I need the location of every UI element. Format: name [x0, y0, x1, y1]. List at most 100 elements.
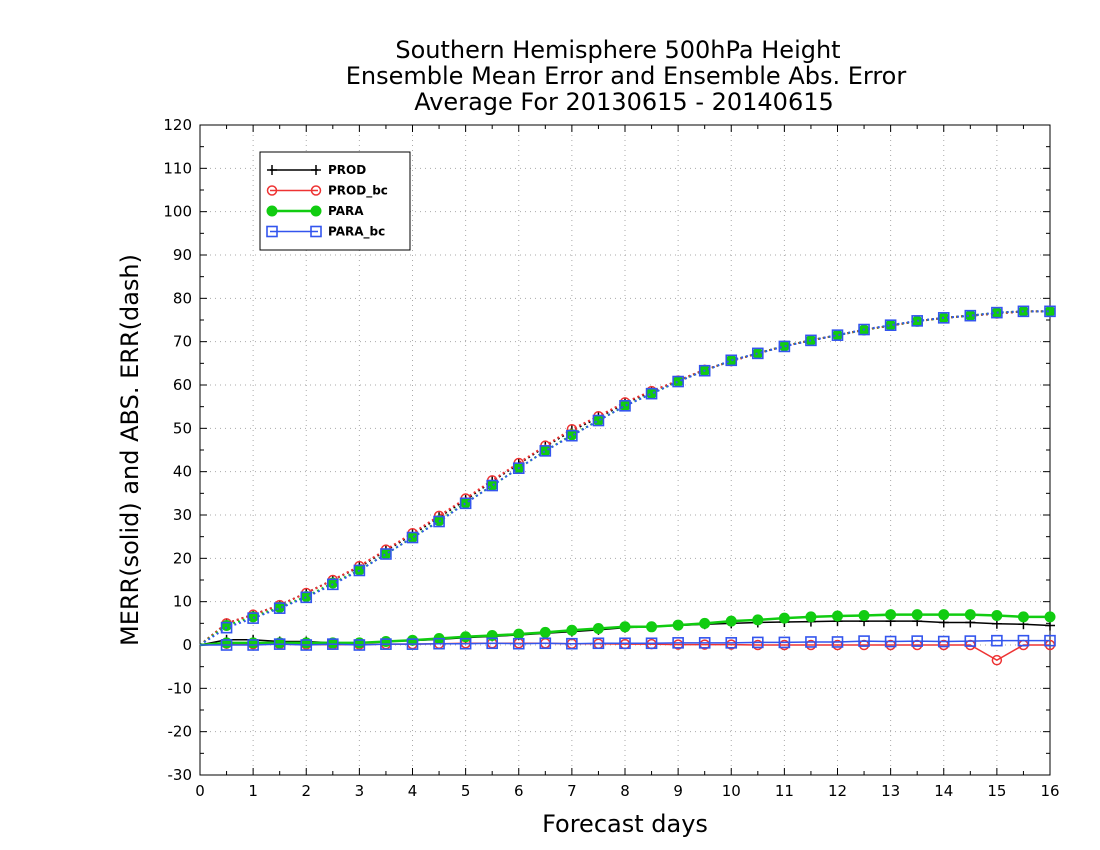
data-point [380, 636, 392, 648]
data-point [406, 638, 419, 650]
data-point [327, 578, 339, 591]
data-point [513, 628, 525, 640]
data-point [964, 609, 976, 621]
data-point [273, 602, 286, 614]
data-point [460, 631, 472, 643]
y-tick-label: 20 [173, 549, 192, 567]
legend-marker-end [311, 165, 321, 175]
data-point [592, 623, 604, 635]
data-point [937, 635, 950, 648]
grid [200, 125, 1050, 775]
data-point [300, 591, 313, 604]
legend-marker-start [267, 165, 277, 175]
data-point [911, 635, 923, 647]
data-point [778, 612, 790, 624]
data-point [885, 609, 897, 621]
y-tick-label: -20 [168, 723, 193, 741]
data-point [672, 375, 684, 388]
data-point [858, 323, 870, 336]
data-point [407, 532, 418, 544]
data-point [380, 638, 392, 650]
data-point [273, 638, 286, 650]
data-point [1017, 305, 1030, 318]
x-tick-label: 3 [355, 782, 365, 800]
data-point [619, 399, 631, 412]
y-tick-label: 0 [182, 636, 192, 654]
data-point [247, 612, 259, 624]
data-point [220, 621, 233, 634]
x-tick-label: 2 [301, 782, 311, 800]
data-point [327, 638, 339, 650]
series-prod-abs-err [199, 306, 1055, 646]
data-point [380, 548, 392, 560]
data-point [486, 637, 498, 650]
data-point [619, 637, 631, 650]
data-point [831, 636, 844, 648]
data-point [884, 635, 897, 648]
y-tick-label: 80 [173, 289, 192, 307]
legend-item-prod: PROD [267, 163, 366, 177]
x-tick-label: 15 [987, 782, 1006, 800]
legend-marker-start [266, 185, 278, 196]
title-line-2: Ensemble Mean Error and Ensemble Abs. Er… [346, 62, 907, 90]
data-point [832, 610, 843, 622]
data-point [698, 637, 711, 649]
y-tick-label: 120 [163, 116, 192, 134]
x-tick-label: 10 [722, 782, 741, 800]
data-point [725, 637, 738, 649]
data-point [459, 497, 472, 510]
y-tick-label: 110 [163, 159, 192, 177]
x-tick-label: 13 [881, 782, 900, 800]
data-point [752, 614, 764, 626]
x-tick-label: 4 [408, 782, 418, 800]
data-point [645, 387, 658, 400]
legend-marker-end [310, 225, 322, 238]
series-line [199, 310, 1050, 646]
x-tick-label: 7 [567, 782, 577, 800]
y-tick-label: -10 [168, 679, 193, 697]
x-tick-label: 6 [514, 782, 524, 800]
y-tick-label: 70 [173, 333, 192, 351]
y-tick-label: 50 [173, 419, 192, 437]
data-point [699, 617, 711, 629]
data-point [1017, 634, 1030, 647]
series-line [200, 639, 1050, 646]
data-point [592, 414, 605, 427]
data-point [805, 334, 817, 347]
data-point [433, 637, 445, 650]
data-point [486, 479, 498, 492]
data-point [512, 637, 525, 650]
legend-item-para: PARA [266, 204, 364, 218]
legend-marker-end [310, 185, 322, 196]
legend-box [259, 151, 411, 251]
series-para [199, 609, 1056, 649]
series-para-abs-err [199, 305, 1056, 646]
data-point [646, 388, 658, 400]
data-point [619, 621, 631, 633]
data-point [858, 610, 870, 622]
data-point [991, 634, 1003, 647]
y-tick-label: 10 [173, 593, 192, 611]
x-tick-label: 8 [620, 782, 630, 800]
data-point [539, 445, 552, 457]
x-tick-label: 14 [934, 782, 953, 800]
y-tick-label: 60 [173, 376, 192, 394]
data-point [1017, 611, 1029, 623]
data-point [991, 654, 1003, 666]
data-point [619, 400, 631, 412]
x-tick-label: 16 [1040, 782, 1059, 800]
x-tick-label: 9 [673, 782, 683, 800]
data-point [539, 445, 551, 457]
data-point [539, 637, 552, 650]
data-point [672, 637, 684, 649]
data-point [672, 376, 684, 388]
x-tick-label: 12 [828, 782, 847, 800]
x-tick-label: 5 [461, 782, 471, 800]
data-point [1044, 611, 1056, 623]
y-tick-label: -30 [168, 766, 193, 784]
x-tick-label: 1 [248, 782, 258, 800]
y-axis-label: MERR(solid) and ABS. ERR(dash) [116, 254, 144, 646]
chart-title: Southern Hemisphere 500hPa Height Ensemb… [346, 36, 907, 116]
data-point [539, 626, 551, 638]
data-point [805, 636, 817, 648]
